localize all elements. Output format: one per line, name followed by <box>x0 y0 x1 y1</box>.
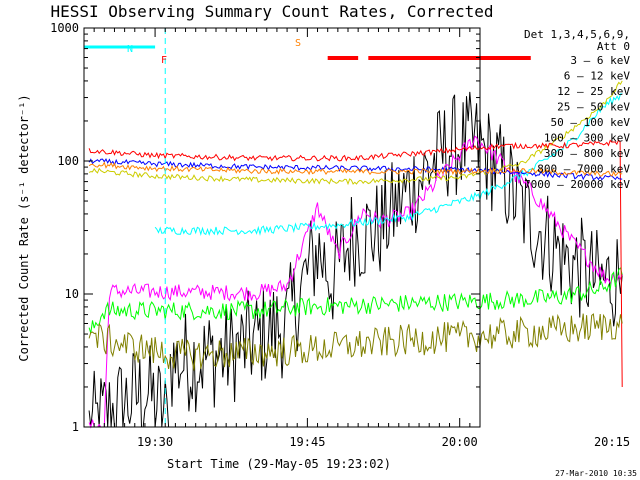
y-tick-label: 1000 <box>50 21 79 35</box>
series-7 <box>88 158 623 181</box>
series-8 <box>88 161 623 177</box>
legend-entry-8: 800 — 7000 keV <box>537 163 630 176</box>
plot-frame <box>83 27 481 428</box>
series-line <box>88 161 623 177</box>
legend-header: Det 1,3,4,5,6,9, <box>524 28 630 41</box>
flag-label-n: N <box>127 44 133 55</box>
series-9 <box>88 313 623 371</box>
series-line <box>88 139 623 388</box>
series-2 <box>88 135 623 429</box>
series-line <box>88 313 623 371</box>
series-line <box>88 135 623 429</box>
legend-entry-7: 300 — 800 keV <box>544 147 630 160</box>
series-line <box>88 345 171 428</box>
x-tick-label: 19:45 <box>289 435 325 449</box>
series-line <box>88 80 623 186</box>
y-tick-label: 1 <box>72 420 79 434</box>
legend-entry-1: 3 — 6 keV <box>570 54 630 67</box>
plot-area: NSF110100100019:3019:4520:0020:1520:3020… <box>50 21 630 449</box>
x-tick-label: 20:00 <box>442 435 478 449</box>
chart-title: HESSI Observing Summary Count Rates, Cor… <box>50 2 493 21</box>
legend-entry-5: 50 — 100 keV <box>551 116 631 129</box>
series-line <box>154 93 623 237</box>
legend-entry-2: 6 — 12 keV <box>564 70 631 83</box>
y-tick-label: 100 <box>57 154 79 168</box>
x-axis-label: Start Time (29-May-05 19:23:02) <box>167 457 391 471</box>
series-line <box>88 267 623 334</box>
legend: Det 1,3,4,5,6,9,Att 03 — 6 keV 6 — 12 keV… <box>524 28 630 191</box>
legend-entry-4: 25 — 50 keV <box>557 101 630 114</box>
x-tick-label: 20:15 <box>594 435 630 449</box>
y-tick-label: 10 <box>65 287 79 301</box>
series-6 <box>88 139 623 388</box>
legend-entry-6: 100 — 300 keV <box>544 132 630 145</box>
legend-entry-9: 7000 — 20000 keV <box>524 178 630 191</box>
flag-label-s: S <box>295 38 301 49</box>
legend-header: Att 0 <box>597 40 630 53</box>
series-5 <box>88 80 623 186</box>
x-tick-label: 19:30 <box>137 435 173 449</box>
footer-timestamp: 27-Mar-2010 10:35 <box>555 469 637 478</box>
flag-label-f: F <box>161 55 167 66</box>
series-3 <box>88 267 623 334</box>
y-axis-label: Corrected Count Rate (s⁻¹ detector⁻¹) <box>17 94 31 361</box>
legend-entry-3: 12 — 25 keV <box>557 85 630 98</box>
series-4 <box>154 93 623 237</box>
series-line <box>88 158 623 181</box>
